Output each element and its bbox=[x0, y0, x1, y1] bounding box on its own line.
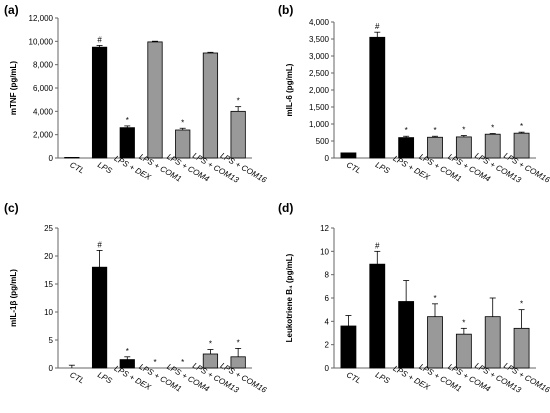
category-label: LPS bbox=[374, 160, 392, 176]
category-label: LPS bbox=[374, 370, 392, 386]
y-tick-label: 25 bbox=[44, 224, 53, 233]
significance-mark: * bbox=[209, 340, 212, 349]
panel-label: (d) bbox=[278, 201, 293, 215]
y-tick-label: 8,000 bbox=[33, 61, 54, 70]
y-tick-label: 2,500 bbox=[309, 69, 330, 78]
y-tick-label: 0 bbox=[49, 364, 54, 373]
y-tick-label: 10,000 bbox=[29, 37, 54, 46]
bar bbox=[398, 137, 415, 159]
y-tick-label: 5 bbox=[49, 336, 54, 345]
bar bbox=[202, 52, 219, 159]
bar bbox=[230, 110, 246, 159]
y-axis-title: Leukotriene B₄ (pg/mL) bbox=[285, 253, 294, 342]
y-tick-label: 500 bbox=[316, 137, 330, 146]
y-tick-label: 3,000 bbox=[309, 52, 330, 61]
y-tick-label: 4,000 bbox=[33, 107, 54, 116]
y-tick-label: 0 bbox=[325, 364, 330, 373]
significance-mark: * bbox=[433, 126, 436, 135]
significance-mark: * bbox=[462, 318, 465, 327]
bar bbox=[513, 132, 530, 159]
bar bbox=[175, 129, 191, 159]
bar bbox=[91, 46, 108, 159]
y-tick-label: 2,000 bbox=[309, 86, 330, 95]
bar bbox=[427, 136, 443, 159]
bar bbox=[427, 316, 443, 369]
y-tick-label: 0 bbox=[325, 154, 330, 163]
significance-mark: * bbox=[126, 116, 129, 125]
y-tick-label: 8 bbox=[325, 271, 330, 280]
significance-mark: * bbox=[126, 347, 129, 356]
panel-label: (b) bbox=[278, 3, 293, 17]
chart-panel-4: (d) 0 2 4 6 8 10 12 Leukotriene B₄ (pg/mL) CTL # LP… bbox=[278, 201, 550, 395]
significance-mark: # bbox=[375, 22, 380, 31]
significance-mark: * bbox=[181, 358, 184, 367]
y-tick-label: 2 bbox=[325, 341, 330, 350]
significance-mark: * bbox=[520, 122, 523, 131]
bar bbox=[147, 41, 163, 159]
significance-mark: * bbox=[520, 300, 523, 309]
significance-mark: * bbox=[237, 97, 240, 106]
significance-mark: * bbox=[405, 126, 408, 135]
bar bbox=[64, 157, 80, 159]
y-axis-title: mTNF (pg/mL) bbox=[9, 61, 18, 116]
y-tick-label: 15 bbox=[44, 280, 53, 289]
panel-label: (a) bbox=[4, 3, 19, 17]
y-tick-label: 6 bbox=[325, 294, 330, 303]
category-label: CTL bbox=[68, 160, 86, 175]
significance-mark: * bbox=[462, 126, 465, 135]
y-tick-label: 6,000 bbox=[33, 84, 54, 93]
bar bbox=[455, 333, 472, 369]
bar bbox=[513, 327, 530, 369]
significance-mark: * bbox=[491, 124, 494, 133]
panel-label: (c) bbox=[4, 201, 19, 215]
significance-mark: # bbox=[375, 241, 380, 250]
category-label: CTL bbox=[68, 370, 86, 385]
bar bbox=[484, 316, 501, 369]
category-label: CTL bbox=[345, 370, 363, 385]
significance-mark: * bbox=[433, 294, 436, 303]
bar bbox=[119, 127, 135, 159]
bar bbox=[398, 301, 415, 369]
y-axis-title: mIL-1β (pg/mL) bbox=[9, 269, 18, 327]
bar bbox=[91, 266, 108, 369]
y-tick-label: 10 bbox=[320, 247, 329, 256]
y-tick-label: 4,000 bbox=[309, 18, 330, 27]
y-tick-label: 10 bbox=[44, 308, 53, 317]
y-tick-label: 12,000 bbox=[29, 14, 54, 23]
significance-mark: # bbox=[97, 240, 102, 249]
bar bbox=[455, 136, 472, 159]
y-tick-label: 20 bbox=[44, 252, 53, 261]
chart-panel-1: (a) 0 2,000 4,000 6,000 8,000 10,000 12,000 mTNF… bbox=[4, 3, 269, 185]
bar bbox=[340, 325, 357, 369]
y-tick-label: 12 bbox=[320, 224, 329, 233]
chart-panel-2: (b) 0 500 1,000 1,500 2,000 2,500 3,000 3,500 4,0… bbox=[278, 3, 550, 185]
bar bbox=[484, 133, 501, 159]
y-tick-label: 1,000 bbox=[309, 120, 330, 129]
y-tick-label: 2,000 bbox=[33, 131, 54, 140]
category-label: CTL bbox=[345, 160, 363, 175]
bar bbox=[369, 263, 386, 369]
significance-mark: * bbox=[153, 358, 156, 367]
category-label: LPS bbox=[96, 370, 114, 386]
category-label: LPS bbox=[96, 160, 114, 176]
y-tick-label: 3,500 bbox=[309, 35, 330, 44]
y-tick-label: 0 bbox=[49, 154, 54, 163]
y-tick-label: 1,500 bbox=[309, 103, 330, 112]
bar bbox=[340, 152, 357, 159]
bar bbox=[369, 36, 386, 159]
significance-mark: # bbox=[97, 35, 102, 44]
significance-mark: * bbox=[181, 118, 184, 127]
significance-mark: * bbox=[237, 338, 240, 347]
y-tick-label: 4 bbox=[325, 317, 330, 326]
y-axis-title: mIL-6 (pg/mL) bbox=[285, 63, 294, 116]
